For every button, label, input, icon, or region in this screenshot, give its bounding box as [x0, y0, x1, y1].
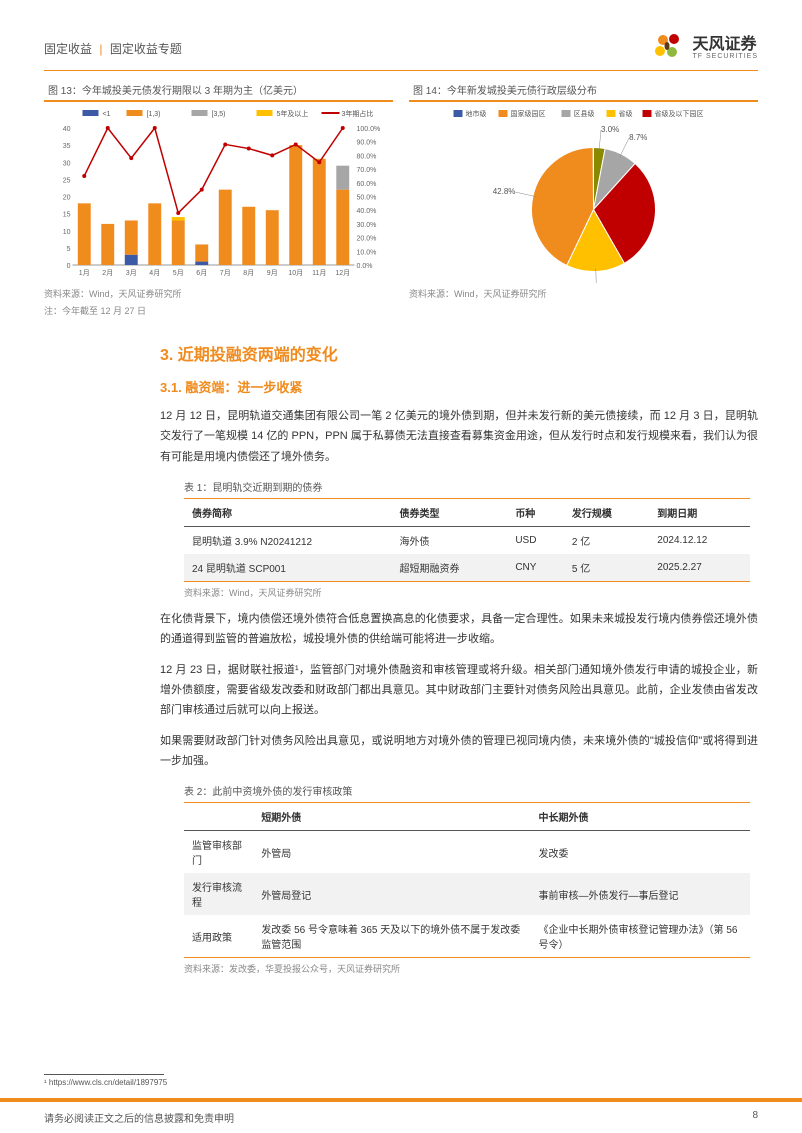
- company-name-en: TF SECURITIES: [692, 53, 758, 60]
- svg-text:3月: 3月: [126, 269, 137, 277]
- svg-text:省级: 省级: [619, 109, 633, 118]
- svg-text:0.0%: 0.0%: [357, 263, 373, 270]
- subsection-title: 融资端：进一步收紧: [185, 380, 302, 395]
- svg-text:5: 5: [67, 246, 71, 253]
- svg-text:30.0%: 30.0%: [357, 222, 377, 229]
- svg-text:100.0%: 100.0%: [357, 126, 381, 133]
- svg-text:80.0%: 80.0%: [357, 153, 377, 160]
- company-logo: 天风证券 TF SECURITIES: [650, 30, 758, 66]
- svg-text:20.0%: 20.0%: [357, 236, 377, 243]
- svg-text:<1: <1: [103, 111, 111, 118]
- logo-text-block: 天风证券 TF SECURITIES: [692, 37, 758, 60]
- section-title: 近期投融资两端的变化: [178, 347, 338, 364]
- svg-text:[1,3): [1,3): [147, 111, 161, 118]
- chart-13-source: 资料来源：Wind，天风证券研究所: [44, 287, 393, 300]
- chart-13-title: 图 13：今年城投美元债发行期限以 3 年期为主（亿美元）: [44, 79, 393, 102]
- page-header: 固定收益 | 固定收益专题 天风证券 TF SECURITIES: [44, 30, 758, 71]
- svg-text:25: 25: [63, 177, 71, 184]
- svg-text:70.0%: 70.0%: [357, 167, 377, 174]
- svg-text:15: 15: [63, 212, 71, 219]
- table-2: 短期外债中长期外债监管审核部门外管局发改委发行审核流程外管局登记事前审核—外债发…: [184, 802, 750, 958]
- svg-text:1月: 1月: [79, 269, 90, 277]
- svg-text:35: 35: [63, 143, 71, 150]
- svg-text:7月: 7月: [220, 269, 231, 277]
- paragraph-4: 如果需要财政部门针对债务风险出具意见，或说明地方对境外债的管理已视同境内债，未来…: [160, 731, 758, 772]
- svg-text:国家级园区: 国家级园区: [511, 109, 546, 118]
- table-2-source: 资料来源：发改委，华夏投报公众号，天风证券研究所: [184, 962, 758, 975]
- svg-text:3.0%: 3.0%: [601, 125, 619, 134]
- svg-text:区县级: 区县级: [574, 109, 595, 118]
- table-2-title: 表 2：此前中资境外债的发行审核政策: [184, 783, 758, 798]
- company-name-cn: 天风证券: [692, 37, 758, 53]
- table-1: 债券简称债券类型币种发行规模到期日期昆明轨道 3.9% N20241212海外债…: [184, 498, 750, 582]
- svg-text:9月: 9月: [267, 269, 278, 277]
- svg-text:8月: 8月: [243, 269, 254, 277]
- svg-text:8.7%: 8.7%: [629, 133, 647, 142]
- svg-text:2月: 2月: [102, 269, 113, 277]
- svg-text:10: 10: [63, 229, 71, 236]
- footer-disclaimer: 请务必阅读正文之后的信息披露和免责申明: [44, 1110, 234, 1125]
- svg-text:4月: 4月: [149, 269, 160, 277]
- table-1-title: 表 1：昆明轨交近期到期的债券: [184, 479, 758, 494]
- paragraph-1: 12 月 12 日，昆明轨道交通集团有限公司一笔 2 亿美元的境外债到期，但并未…: [160, 406, 758, 467]
- chart-14-source: 资料来源：Wind，天风证券研究所: [409, 287, 758, 300]
- subsection-3-1: 3.1. 融资端：进一步收紧: [160, 377, 758, 396]
- page-footer: 请务必阅读正文之后的信息披露和免责申明 8: [0, 1098, 802, 1133]
- svg-text:5月: 5月: [173, 269, 184, 277]
- footer-page-number: 8: [752, 1110, 758, 1125]
- chart-13-note: 注：今年截至 12 月 27 日: [44, 304, 393, 317]
- separator: |: [99, 42, 102, 56]
- svg-text:0: 0: [67, 263, 71, 270]
- header-category: 固定收益 | 固定收益专题: [44, 40, 182, 57]
- section-number: 3.: [160, 347, 173, 364]
- svg-text:50.0%: 50.0%: [357, 195, 377, 202]
- svg-text:5年及以上: 5年及以上: [277, 109, 309, 118]
- subcategory: 固定收益专题: [110, 42, 182, 56]
- footnote-rule: [44, 1074, 164, 1075]
- svg-text:60.0%: 60.0%: [357, 181, 377, 188]
- svg-text:12月: 12月: [335, 269, 350, 277]
- category: 固定收益: [44, 42, 92, 56]
- footnote: ¹ https://www.cls.cn/detail/1897975: [44, 1074, 167, 1087]
- svg-text:10月: 10月: [288, 269, 303, 277]
- chart-14-title: 图 14：今年新发城投美元债行政层级分布: [409, 79, 758, 102]
- chart-13-canvas: <1 [1,3) [3,5) 5年及以上 3年期占比 0 5 10 15 20 25 30 35 40 0.…: [44, 108, 393, 283]
- footnote-text: https://www.cls.cn/detail/1897975: [49, 1078, 167, 1087]
- charts-row: 图 13：今年城投美元债发行期限以 3 年期为主（亿美元） <1 [1,3) [3,…: [44, 79, 758, 317]
- table-1-source: 资料来源：Wind，天风证券研究所: [184, 586, 758, 599]
- svg-text:30: 30: [63, 160, 71, 167]
- svg-text:90.0%: 90.0%: [357, 140, 377, 147]
- logo-icon: [650, 30, 686, 66]
- svg-text:省级及以下园区: 省级及以下园区: [655, 109, 704, 118]
- chart-13: 图 13：今年城投美元债发行期限以 3 年期为主（亿美元） <1 [1,3) [3,…: [44, 79, 393, 317]
- svg-text:40.0%: 40.0%: [357, 208, 377, 215]
- svg-text:40: 40: [63, 126, 71, 133]
- svg-text:11月: 11月: [312, 269, 326, 277]
- svg-text:42.8%: 42.8%: [493, 187, 516, 196]
- chart-14-canvas: 地市级国家级园区区县级省级省级及以下园区3.0%8.7%15.4%42.8%: [409, 108, 758, 283]
- svg-text:10.0%: 10.0%: [357, 249, 377, 256]
- paragraph-2: 在化债背景下，境内债偿还境外债符合低息置换高息的化债要求，具备一定合理性。如果未…: [160, 609, 758, 650]
- svg-text:地市级: 地市级: [466, 109, 487, 118]
- svg-text:3年期占比: 3年期占比: [342, 109, 374, 118]
- chart-14: 图 14：今年新发城投美元债行政层级分布 地市级 国家级园区 区县级 省级 省级及以下园…: [409, 79, 758, 317]
- svg-text:[3,5): [3,5): [212, 111, 226, 118]
- paragraph-3: 12 月 23 日，据财联社报道¹，监管部门对境外债融资和审核管理或将升级。相关…: [160, 660, 758, 721]
- svg-text:6月: 6月: [196, 269, 207, 277]
- svg-text:20: 20: [63, 195, 71, 202]
- section-3-heading: 3. 近期投融资两端的变化: [160, 341, 758, 365]
- subsection-number: 3.1.: [160, 380, 182, 395]
